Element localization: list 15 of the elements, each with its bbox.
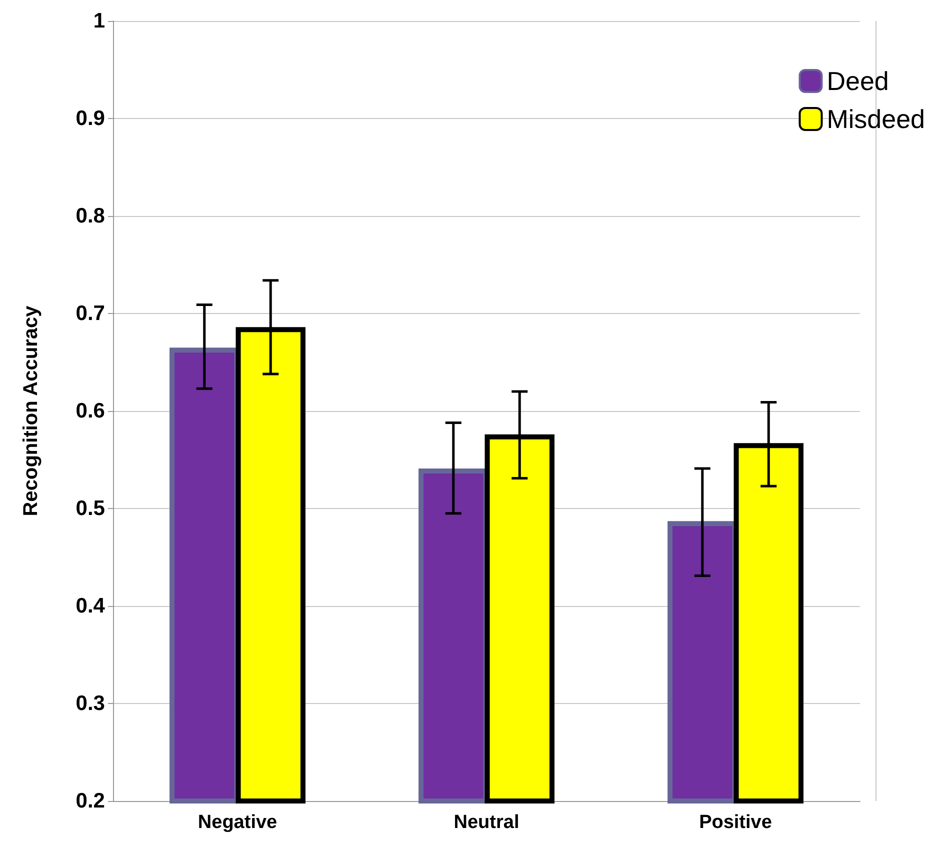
y-tick-label: 0.2 [76, 790, 105, 812]
y-tick-label: 0.4 [76, 594, 106, 618]
x-tick-label: Positive [699, 812, 772, 833]
x-tick-label: Neutral [454, 812, 520, 833]
y-tick-label: 0.6 [76, 400, 105, 422]
y-tick-label: 1 [93, 10, 106, 32]
y-tick-label: 0.7 [76, 302, 105, 325]
y-axis-title: Recognition Accuracy [20, 304, 42, 516]
y-tick-label: 0.8 [76, 204, 106, 228]
y-tick-label: 0.9 [76, 107, 105, 130]
y-tick-label: 0.5 [76, 497, 106, 520]
legend-label: Deed [826, 66, 889, 96]
y-tick-label: 0.3 [76, 692, 105, 715]
x-tick-label: Negative [198, 812, 278, 833]
legend-label: Misdeed [826, 104, 926, 134]
